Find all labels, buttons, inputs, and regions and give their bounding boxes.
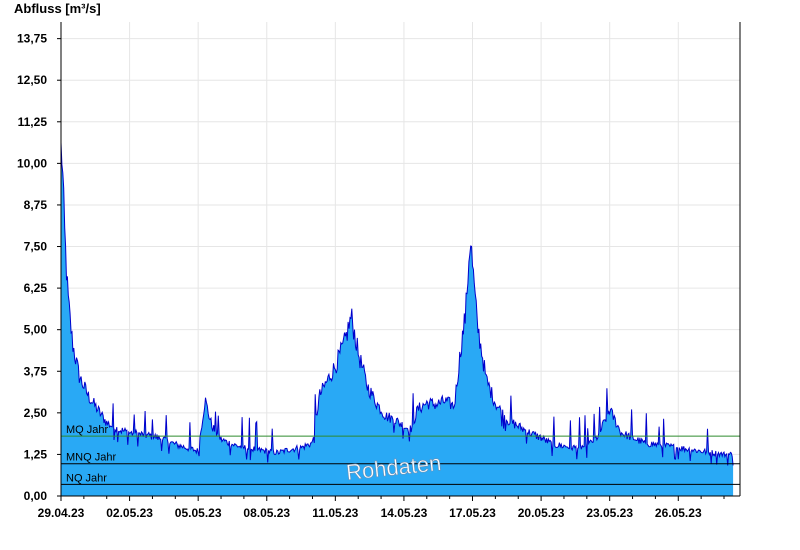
x-tick-label: 20.05.23 <box>518 506 565 520</box>
y-tick-label: 3,75 <box>24 364 48 378</box>
x-tick-label: 11.05.23 <box>312 506 358 520</box>
ref-label-mq-jahr: MQ Jahr <box>66 424 109 436</box>
x-tick-label: 02.05.23 <box>106 506 153 520</box>
y-tick-label: 2,50 <box>24 406 48 420</box>
reference-lines: MQ Jahr MNQ Jahr NQ Jahr <box>61 424 740 485</box>
axes <box>57 22 741 501</box>
x-tick-label: 23.05.23 <box>586 506 633 520</box>
x-tick-label: 05.05.23 <box>175 506 222 520</box>
x-tick-label: 08.05.23 <box>243 506 290 520</box>
x-tick-label: 17.05.23 <box>449 506 496 520</box>
y-tick-label: 10,00 <box>17 156 47 170</box>
y-tick-label: 12,50 <box>17 73 47 87</box>
y-axis-label: Abfluss [m³/s] <box>14 1 101 16</box>
ref-label-nq-jahr: NQ Jahr <box>66 472 107 484</box>
y-tick-label: 7,50 <box>24 240 48 254</box>
discharge-fill <box>61 142 734 496</box>
tick-labels: 0,00 1,25 2,50 3,75 5,00 6,25 7,50 8,75 10,00 11,… <box>17 32 702 520</box>
y-tick-label: 13,75 <box>17 32 47 46</box>
x-tick-label: 14.05.23 <box>381 506 428 520</box>
y-tick-label: 8,75 <box>24 198 48 212</box>
y-tick-label: 1,25 <box>24 447 48 461</box>
discharge-line <box>60 142 734 466</box>
y-tick-label: 11,25 <box>18 115 48 129</box>
y-tick-label: 5,00 <box>24 323 48 337</box>
x-tick-label: 29.04.23 <box>38 506 85 520</box>
ref-label-mnq-jahr: MNQ Jahr <box>66 452 116 464</box>
y-tick-label: 0,00 <box>24 489 48 503</box>
x-tick-label: 26.05.23 <box>655 506 702 520</box>
y-tick-label: 6,25 <box>24 281 48 295</box>
discharge-area <box>60 142 734 496</box>
